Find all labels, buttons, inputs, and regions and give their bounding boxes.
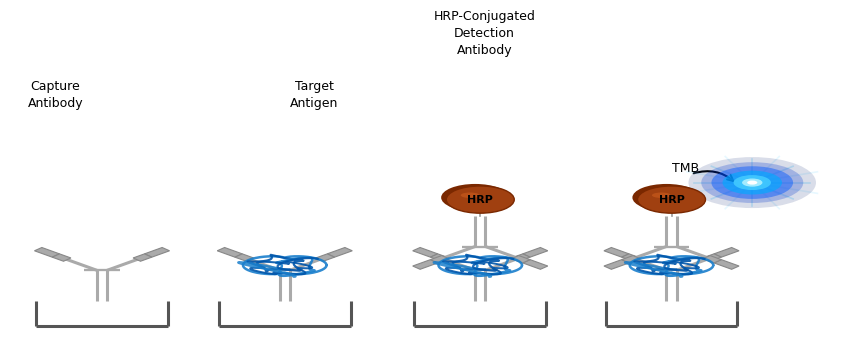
Circle shape	[632, 184, 700, 211]
Circle shape	[701, 162, 803, 203]
Circle shape	[446, 186, 514, 213]
Circle shape	[450, 188, 501, 208]
Text: HRP: HRP	[468, 195, 493, 205]
Circle shape	[462, 192, 493, 205]
Circle shape	[441, 184, 509, 211]
Text: Target
Antigen: Target Antigen	[291, 80, 338, 110]
Polygon shape	[35, 248, 60, 257]
Ellipse shape	[652, 192, 671, 198]
Polygon shape	[235, 254, 253, 261]
Polygon shape	[413, 260, 438, 269]
Text: HRP: HRP	[659, 195, 684, 205]
Polygon shape	[52, 254, 71, 261]
Polygon shape	[703, 256, 722, 263]
Polygon shape	[714, 248, 739, 257]
Polygon shape	[621, 254, 640, 261]
Polygon shape	[512, 254, 530, 261]
Text: Capture
Antibody: Capture Antibody	[27, 80, 83, 110]
Circle shape	[747, 181, 757, 185]
Circle shape	[722, 171, 782, 194]
Polygon shape	[604, 248, 629, 257]
Polygon shape	[621, 256, 640, 263]
Circle shape	[688, 157, 816, 208]
Circle shape	[643, 188, 694, 208]
Polygon shape	[703, 254, 722, 261]
Polygon shape	[316, 254, 335, 261]
Polygon shape	[604, 260, 629, 269]
Circle shape	[638, 186, 706, 213]
Polygon shape	[430, 256, 449, 263]
Polygon shape	[512, 256, 530, 263]
Polygon shape	[714, 260, 739, 269]
Polygon shape	[144, 248, 169, 257]
Polygon shape	[218, 248, 242, 257]
Circle shape	[742, 178, 762, 187]
Polygon shape	[523, 248, 547, 257]
Polygon shape	[413, 248, 438, 257]
Ellipse shape	[461, 192, 479, 198]
Polygon shape	[430, 254, 449, 261]
Text: TMB: TMB	[672, 163, 699, 175]
Circle shape	[711, 166, 793, 199]
Circle shape	[734, 175, 771, 190]
Text: HRP-Conjugated
Detection
Antibody: HRP-Conjugated Detection Antibody	[434, 10, 536, 57]
Polygon shape	[133, 254, 152, 261]
Polygon shape	[523, 260, 547, 269]
Circle shape	[654, 192, 684, 205]
Polygon shape	[327, 248, 352, 257]
